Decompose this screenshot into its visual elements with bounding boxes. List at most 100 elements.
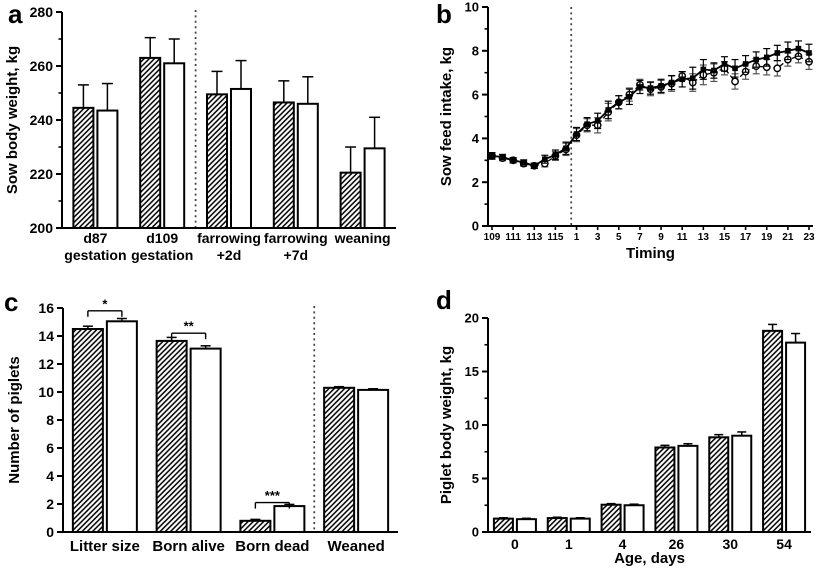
- y-tick-label: 2: [46, 496, 54, 512]
- data-point-square: [774, 50, 781, 56]
- bar-open-bars-2: [273, 505, 306, 534]
- y-tick-label: 10: [465, 418, 479, 433]
- series-filled-squares-solid-line: [488, 40, 813, 170]
- bar-hatched-bars-0: [71, 328, 104, 533]
- data-point-square: [531, 162, 538, 169]
- panel-d-letter: d: [436, 285, 452, 315]
- data-point-square: [573, 131, 580, 137]
- bar-open-bars-2: [230, 87, 252, 229]
- data-point-square: [806, 50, 812, 56]
- y-tick-label: 8: [46, 412, 54, 428]
- data-point-square: [795, 45, 802, 52]
- y-tick-label: 240: [30, 112, 54, 128]
- y-tick-label: 0: [472, 219, 479, 234]
- data-point-square: [679, 76, 685, 83]
- x-category-label: +2d: [217, 247, 242, 263]
- y-tick-label: 4: [46, 468, 54, 484]
- x-tick-label: 21: [782, 232, 794, 243]
- x-tick-label: 9: [658, 232, 664, 243]
- significance-label: *: [102, 296, 108, 311]
- data-point-square: [499, 154, 506, 160]
- bar-hatched-bars-2: [239, 519, 272, 534]
- y-tick-label: 20: [465, 311, 479, 326]
- series-open-circles-dashed-line: [488, 49, 813, 170]
- data-point-square: [594, 118, 601, 124]
- x-tick-label: 109: [484, 232, 501, 243]
- x-tick-label: 111: [505, 232, 521, 243]
- y-tick-label: 280: [30, 4, 54, 20]
- x-category-label: Born alive: [152, 538, 225, 555]
- x-category-label: weaning: [334, 230, 391, 246]
- data-point-square: [584, 121, 590, 127]
- y-tick-label: 200: [30, 220, 54, 236]
- data-point-square: [542, 156, 548, 163]
- data-point-square: [689, 75, 696, 81]
- bar-hatched-bars-3: [272, 101, 295, 229]
- panel-c: c 0 2 4 6 8 10 12 14 16 Number of piglets Litter s…: [0, 286, 410, 572]
- x-category-label: Born dead: [235, 538, 309, 555]
- panel-b-letter: b: [436, 0, 452, 29]
- bar-hatched-bars-1: [155, 339, 188, 534]
- bar-open-bars-2: [623, 504, 645, 533]
- x-category-label: gestation: [64, 247, 126, 263]
- y-axis-title: Sow body weight, kg: [4, 46, 21, 194]
- bar-hatched-bars-1: [139, 56, 162, 230]
- data-point-square: [520, 159, 527, 166]
- panel-c-chart: 0 2 4 6 8 10 12 14 16 Number of piglets Litter siz…: [6, 296, 398, 555]
- data-point-square: [753, 56, 759, 63]
- data-point-square: [658, 83, 664, 89]
- x-category-label: gestation: [131, 247, 193, 263]
- series-line: [491, 55, 810, 167]
- bar-open-bars-1: [569, 517, 591, 533]
- x-tick-label: 1: [574, 232, 580, 243]
- y-tick-label: 12: [38, 356, 54, 372]
- data-point-square: [732, 65, 738, 72]
- x-tick-label: 17: [740, 232, 752, 243]
- bar-open-bars-0: [105, 320, 138, 533]
- data-point-square: [510, 157, 516, 164]
- y-tick-label: 0: [46, 524, 54, 540]
- bar-open-bars-4: [363, 147, 386, 230]
- y-tick-label: 14: [38, 328, 54, 344]
- x-tick-label: 15: [719, 232, 731, 243]
- bar-hatched-bars-4: [708, 436, 730, 533]
- x-category-label: 54: [776, 536, 792, 552]
- x-category-label: 0: [511, 536, 519, 552]
- data-point-square: [647, 85, 654, 91]
- panel-d: d 0 5 10 15 20 Piglet body weight, kg 0 1 4 26 30 5…: [410, 286, 820, 572]
- x-tick-label: 113: [526, 232, 543, 243]
- y-tick-label: 260: [30, 58, 54, 74]
- data-point-square: [785, 48, 791, 54]
- panel-b: b 0 2 4 6 8 10 Sow feed intake, kg 109 111 113 115…: [410, 0, 820, 286]
- bar-open-bars-0: [96, 109, 119, 229]
- data-point-square: [711, 67, 717, 74]
- data-point-square: [489, 153, 495, 159]
- bar-hatched-bars-2: [206, 93, 228, 229]
- x-category-label: d87: [83, 230, 107, 246]
- y-tick-label: 15: [465, 364, 479, 379]
- y-tick-label: 5: [472, 471, 479, 486]
- x-tick-label: 5: [616, 232, 622, 243]
- data-point-square: [616, 99, 622, 106]
- significance-label: **: [184, 319, 195, 334]
- bar-open-bars-4: [731, 434, 753, 533]
- x-category-label: 4: [619, 536, 627, 552]
- bar-open-bars-1: [189, 347, 222, 533]
- bar-hatched-bars-4: [339, 171, 362, 229]
- bar-hatched-bars-0: [72, 106, 95, 229]
- x-category-label: 26: [669, 536, 685, 552]
- data-point-square: [552, 152, 559, 158]
- x-category-label: +7d: [284, 247, 309, 263]
- x-category-label: 30: [722, 536, 738, 552]
- y-tick-label: 2: [472, 175, 479, 190]
- data-point-square: [668, 79, 675, 86]
- y-axis-title: Piglet body weight, kg: [438, 346, 455, 504]
- y-axis-title: Sow feed intake, kg: [438, 47, 455, 186]
- x-axis-title: Timing: [626, 245, 675, 262]
- data-point-square: [742, 61, 749, 67]
- bar-open-bars-3: [357, 388, 390, 534]
- data-point-circle: [731, 77, 739, 86]
